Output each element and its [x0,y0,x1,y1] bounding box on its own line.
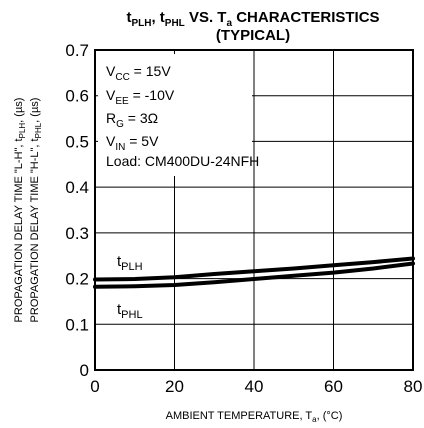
grid [95,50,413,370]
series-label-phl: tPHL [117,301,143,321]
condition-vcc: VCC = 15V [106,63,171,83]
x-tick-label: 20 [165,377,184,396]
series-line-plh [93,256,415,282]
condition-vee: VEE = -10V [106,87,175,107]
series-label-plh: tPLH [117,253,143,273]
chart-title-line2: (TYPICAL) [216,27,290,44]
series-group [93,256,415,289]
x-tick-label: 60 [324,377,343,396]
y-tick-labels: 0 0.1 0.2 0.3 0.4 0.5 0.6 0.7 [65,41,89,380]
x-tick-labels: 0 20 40 60 80 [90,377,422,396]
y-tick-label: 0.6 [65,87,89,106]
series-line-phl [93,261,415,289]
x-tick-label: 0 [90,377,99,396]
y-tick-label: 0 [80,361,89,380]
y-tick-label: 0.1 [65,315,89,334]
x-axis-label: AMBIENT TEMPERATURE, Ta, (°C) [166,410,343,424]
y-tick-label: 0.2 [65,270,89,289]
y-tick-label: 0.4 [65,178,89,197]
condition-vin: VIN = 5V [106,133,159,153]
condition-rg: RG = 3Ω [106,110,158,130]
y-tick-label: 0.5 [65,132,89,151]
chart-title-line1: tPLH, tPHL VS. Ta CHARACTERISTICS [126,9,379,29]
x-tick-label: 40 [245,377,264,396]
x-tick-label: 80 [404,377,423,396]
y-axis-label-line1: PROPAGATION DELAY TIME "L-H", tPLH, (µs) [13,98,27,323]
condition-load: Load: CM400DU-24NFH [106,153,259,169]
y-tick-label: 0.7 [65,41,89,60]
y-axis-label-line2: PROPAGATION DELAY TIME "H-L", tPHL, (µs) [29,98,43,323]
plot-frame [94,49,414,371]
conditions-box [98,54,252,176]
conditions: VCC = 15V VEE = -10V RG = 3Ω VIN = 5V Lo… [106,63,259,169]
y-tick-label: 0.3 [65,224,89,243]
